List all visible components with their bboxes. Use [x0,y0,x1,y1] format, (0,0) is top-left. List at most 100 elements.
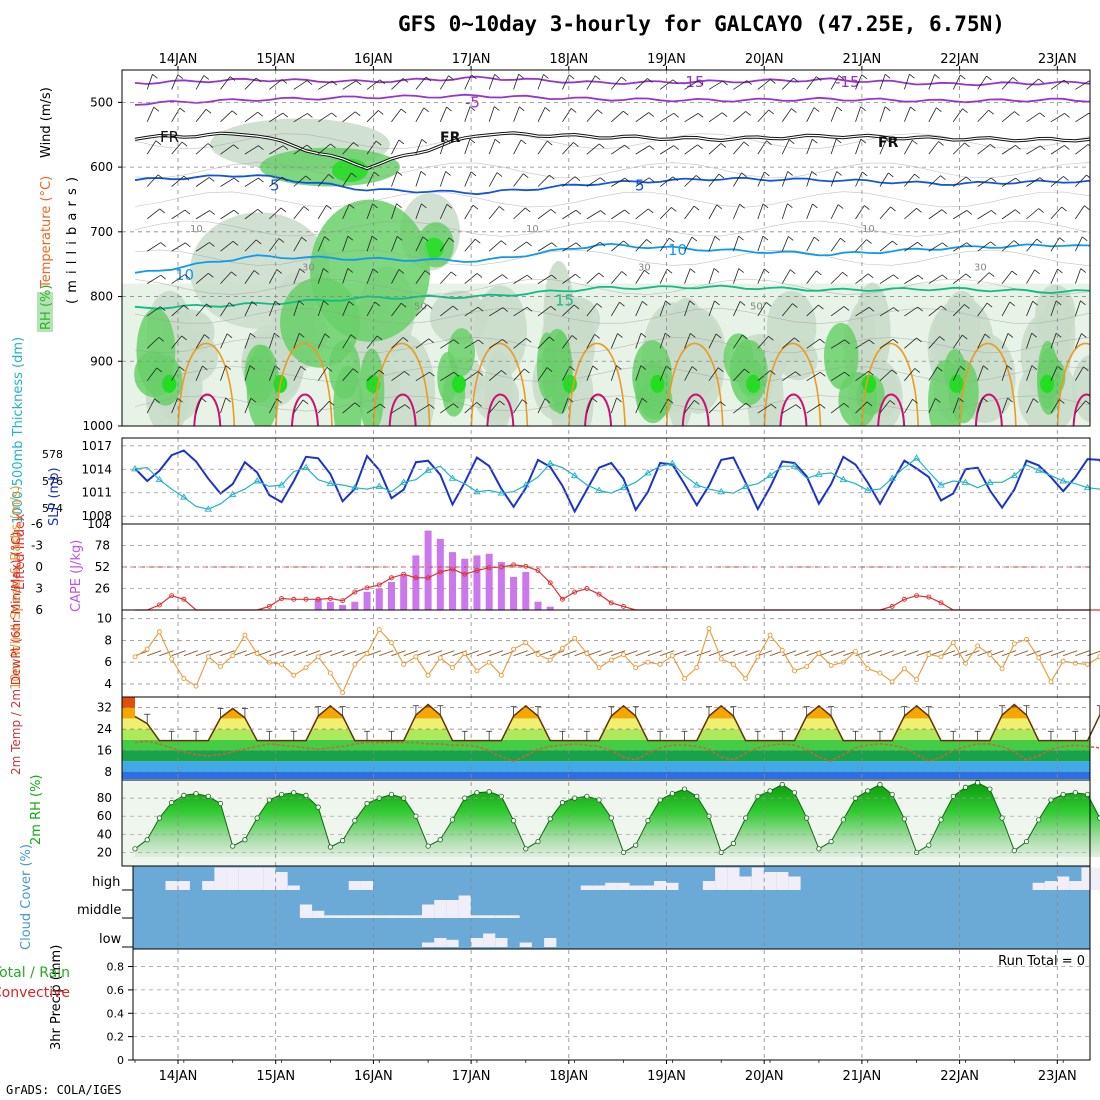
wind10-barb [159,650,174,657]
wind-barb-feather [323,300,329,306]
wind-barb [293,268,301,284]
precip-conv-label: Convective [0,985,70,1001]
wind-barb-feather [1007,333,1014,338]
li-tick-label: 3 [35,582,43,596]
wind-barb-feather [373,171,380,177]
wind10-barb [1026,650,1041,657]
wind10-marker [926,652,932,658]
wind-barb [220,76,231,90]
wind-barb [440,403,454,414]
wind-barb-feather [232,241,239,246]
rh-contour [134,220,1090,237]
wind-barb-feather [472,204,479,210]
wind-barb [806,139,813,155]
wind-barb [684,333,691,349]
cape-tick-label: 52 [95,560,110,574]
temp-tick-label: 24 [97,722,112,736]
wind-barb [317,174,329,187]
wind-barb-feather [179,366,185,372]
cloud-high-bar [605,882,618,890]
temp-line [134,703,1100,742]
rh2m-marker [559,800,566,806]
wind-barb [879,139,887,155]
wind10-marker [425,672,431,678]
wind-barb [269,112,284,123]
cape-bar [534,601,542,610]
wind-barb-feather [991,210,997,215]
wind10-marker [401,661,407,667]
wind-barb-feather [324,333,331,339]
wind-barb-feather [616,365,622,370]
wind-barb-feather [445,138,451,144]
date-label-bottom: 21JAN [843,1069,882,1084]
wind-barb [537,74,544,90]
wind-barb-feather [255,239,262,245]
wind-barb [1075,236,1083,252]
wind-barb-feather [183,175,190,181]
wind-barb [464,339,479,349]
wind-barb [562,397,569,414]
wind-barb-feather [641,398,648,403]
wind-barb-feather [1036,238,1043,244]
rh-shade-upper [280,277,360,368]
wind-barb [415,107,425,122]
cloud-middle-bar [336,915,349,918]
wind-barb-feather [597,109,603,115]
cloud-high-bar [1044,881,1058,890]
wind-barb [537,398,546,414]
wind-barb-feather [644,269,650,275]
wind10-marker [804,664,810,669]
wind-barb-feather [250,397,257,403]
date-label-bottom: 20JAN [745,1069,784,1084]
rh2m-marker [608,815,614,821]
rh2m-marker [498,793,504,799]
wind10-barb [232,650,247,657]
wind-barb-feather [299,268,305,274]
wind10-barb [195,650,211,657]
wind-barb [146,306,161,317]
wind10-barb [672,650,687,657]
wind-barb [1026,365,1033,381]
wind-barb [708,80,723,90]
wind-barb-feather [718,367,724,372]
li-marker [535,568,541,574]
rh-shade-green [333,365,363,426]
wind-tick-label: 8 [104,633,112,647]
wind-barb [195,365,203,381]
wind-barb [586,365,594,381]
wind10-marker [389,640,394,646]
wind-barb [195,143,209,155]
wind-barb [830,171,837,187]
wind-barb [806,404,821,414]
rh-contour [134,336,1090,354]
wind-barb [439,237,450,252]
date-label-top: 19JAN [647,52,686,67]
wind-barb-feather [739,203,745,209]
wind-barb [1026,177,1041,187]
li-marker [914,593,920,599]
panel-slp-frame [121,437,1091,525]
wind10-barb [708,650,724,657]
cloud-middle-bar [299,904,313,918]
wind-barb [562,142,574,155]
wind10-barb [476,650,492,657]
wind-barb-feather [157,174,164,180]
thickness-marker [473,487,481,495]
thickness-marker [766,471,774,479]
slp-ylabel: SLP (mb) [47,467,62,526]
wind-barb-feather [231,110,238,116]
wind-barb [708,204,718,220]
wind10-marker [608,657,614,663]
wind10-marker [1048,679,1054,685]
wind10-barb [293,650,308,657]
temp-band [122,739,1090,751]
li-marker [327,596,333,601]
rh2m-marker [828,838,834,845]
wind-barb-feather [744,368,750,374]
wind-barb [1001,365,1008,381]
wind10-marker [779,647,785,653]
wind-barb-feather [1064,113,1070,118]
wind-barb-feather [231,271,237,277]
wind-barb-feather [526,241,532,247]
cloud-middle-bar [434,900,447,918]
